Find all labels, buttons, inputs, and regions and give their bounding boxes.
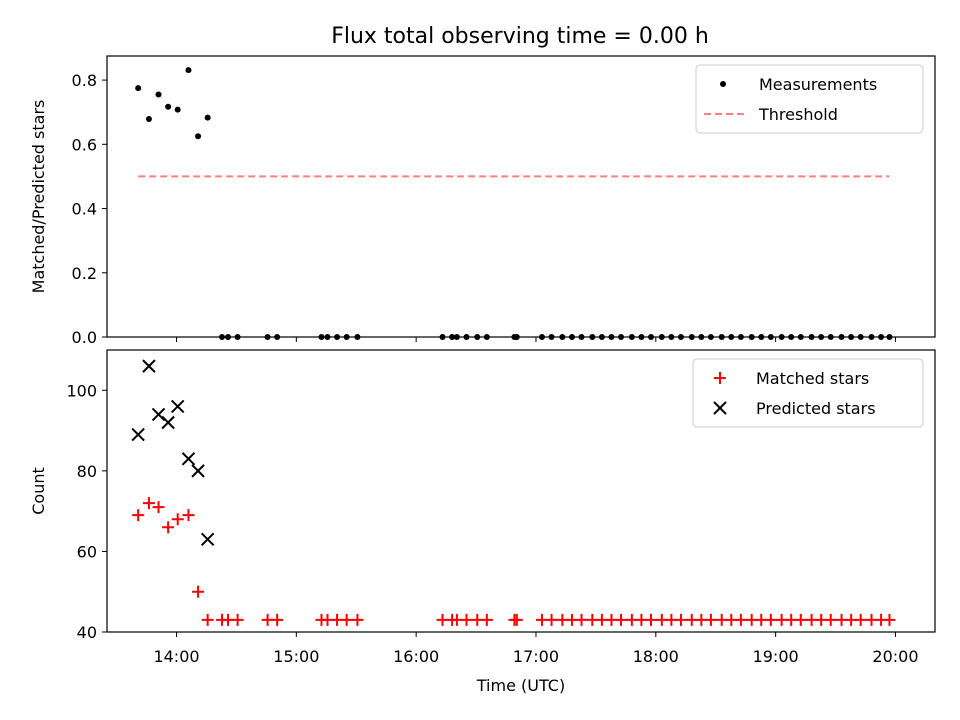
y-tick-label: 60 bbox=[77, 542, 97, 561]
x-tick-label: 15:00 bbox=[273, 647, 319, 666]
predicted-point bbox=[151, 407, 166, 422]
matched-point bbox=[231, 613, 244, 626]
matched-point bbox=[182, 509, 195, 522]
matched-point bbox=[824, 613, 837, 626]
legend-label: Matched stars bbox=[756, 369, 869, 388]
predicted-point bbox=[170, 399, 185, 414]
measurement-point bbox=[204, 114, 211, 121]
legend: Measurements Threshold bbox=[695, 64, 924, 134]
x-tick-label: 19:00 bbox=[753, 647, 799, 666]
matched-point bbox=[645, 613, 658, 626]
measurement-point bbox=[165, 103, 172, 110]
predicted-point bbox=[181, 452, 196, 466]
legend-marker-x bbox=[713, 401, 727, 415]
legend-box bbox=[695, 64, 924, 134]
matched-point bbox=[545, 613, 558, 626]
matched-point bbox=[575, 613, 588, 626]
panel-1: 0.0 0.2 0.4 0.6 0.8 Matched/Predicted stars Me… bbox=[29, 55, 936, 347]
measurement-point bbox=[135, 85, 142, 92]
matched-point bbox=[271, 613, 284, 626]
y-tick-label: 0.0 bbox=[72, 328, 97, 347]
measurement-point bbox=[145, 115, 152, 122]
measurement-point bbox=[174, 106, 181, 113]
matched-point bbox=[480, 613, 493, 626]
y-axis-label: Matched/Predicted stars bbox=[29, 100, 48, 294]
y-tick-label: 80 bbox=[77, 462, 97, 481]
legend-label: Threshold bbox=[758, 105, 838, 124]
measurement-point bbox=[195, 133, 202, 140]
x-tick-label: 17:00 bbox=[513, 647, 559, 666]
measurement-point bbox=[155, 91, 162, 98]
matched-point bbox=[510, 613, 523, 626]
predicted-point bbox=[142, 359, 156, 373]
matched-point bbox=[883, 613, 896, 626]
x-axis-label: Time (UTC) bbox=[476, 676, 565, 695]
panel-2: 40 60 80 100 14:00 15:00 16:00 17:00 18:00 19:00 2… bbox=[29, 349, 936, 695]
predicted-point bbox=[200, 532, 215, 547]
measurement-point bbox=[185, 67, 192, 74]
y-tick-label: 40 bbox=[77, 623, 97, 642]
panels: 0.0 0.2 0.4 0.6 0.8 Matched/Predicted stars Me… bbox=[29, 55, 936, 695]
y-axis-label: Count bbox=[29, 467, 48, 515]
figure-title: Flux total observing time = 0.00 h bbox=[331, 24, 709, 49]
series-matched-stars bbox=[132, 497, 896, 626]
legend-label: Predicted stars bbox=[756, 399, 876, 418]
legend-marker-plus bbox=[714, 372, 726, 384]
legend-box bbox=[692, 358, 924, 428]
legend-marker-dot bbox=[720, 81, 726, 87]
matched-point bbox=[854, 613, 867, 626]
matched-point bbox=[674, 613, 687, 626]
matched-point bbox=[192, 585, 205, 598]
legend: Matched stars Predicted stars bbox=[692, 358, 924, 428]
matched-point bbox=[615, 613, 628, 626]
matched-point bbox=[794, 613, 807, 626]
series-predicted-stars bbox=[131, 359, 215, 547]
matched-point bbox=[704, 613, 717, 626]
matched-point bbox=[460, 613, 473, 626]
x-tick-label: 20:00 bbox=[872, 647, 918, 666]
matched-point bbox=[201, 613, 214, 626]
x-tick-label: 14:00 bbox=[153, 647, 199, 666]
x-tick-label: 16:00 bbox=[393, 647, 439, 666]
y-tick-label: 0.8 bbox=[72, 71, 97, 90]
matched-point bbox=[171, 513, 184, 526]
matched-point bbox=[152, 501, 165, 514]
axes-frame bbox=[106, 55, 936, 338]
y-tick-label: 0.2 bbox=[72, 264, 97, 283]
matched-point bbox=[340, 613, 353, 626]
predicted-point bbox=[191, 464, 205, 478]
matched-point bbox=[132, 509, 145, 522]
x-tick-label: 18:00 bbox=[633, 647, 679, 666]
matched-point bbox=[764, 613, 777, 626]
y-tick-label: 0.6 bbox=[72, 135, 97, 154]
legend-label: Measurements bbox=[759, 75, 877, 94]
matched-point bbox=[142, 497, 155, 510]
matched-point bbox=[162, 521, 175, 534]
matched-point bbox=[351, 613, 364, 626]
predicted-point bbox=[161, 415, 175, 430]
y-tick-label: 100 bbox=[66, 381, 97, 400]
axes-frame bbox=[106, 349, 936, 633]
y-tick-label: 0.4 bbox=[72, 200, 97, 219]
predicted-point bbox=[131, 427, 145, 442]
matched-point bbox=[734, 613, 747, 626]
